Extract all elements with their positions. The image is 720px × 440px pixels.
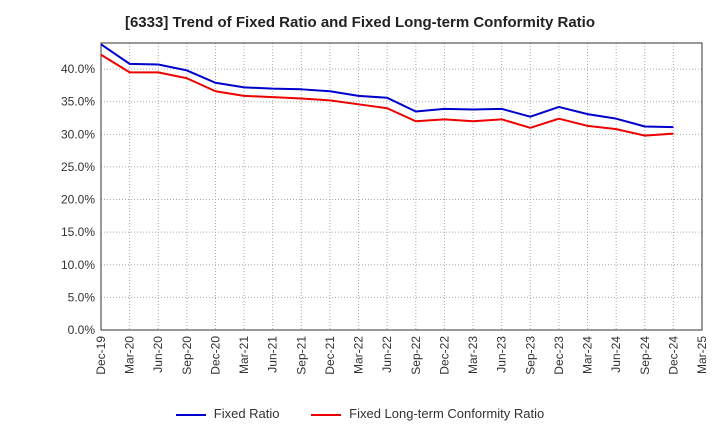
y-tick-label: 30.0% [61, 127, 95, 141]
x-tick-label: Sep-22 [409, 336, 423, 375]
x-tick-label: Mar-24 [581, 336, 595, 374]
legend-item-fixed-ratio: Fixed Ratio [175, 406, 280, 422]
x-tick-label: Jun-24 [609, 336, 623, 373]
x-tick-label: Dec-21 [323, 336, 337, 375]
legend-item-fixed-long-term-conformity-ratio: Fixed Long-term Conformity Ratio [311, 406, 544, 421]
x-tick-label: Sep-24 [638, 336, 652, 375]
chart-title: [6333] Trend of Fixed Ratio and Fixed Lo… [124, 14, 596, 31]
legend: Fixed Ratio Fixed Long-term Conformity R… [0, 405, 720, 421]
x-tick-label: Dec-23 [552, 336, 566, 375]
y-tick-label: 0.0% [68, 323, 96, 337]
y-tick-label: 10.0% [61, 258, 95, 272]
y-tick-label: 40.0% [61, 62, 95, 76]
x-tick-label: Dec-19 [94, 336, 108, 375]
legend-swatch [311, 413, 342, 416]
y-tick-label: 20.0% [61, 193, 95, 207]
x-tick-label: Dec-20 [208, 336, 222, 375]
plot-frame [100, 42, 703, 331]
x-tick-label: Dec-22 [437, 336, 451, 375]
y-tick-label: 15.0% [61, 225, 95, 239]
x-tick-label: Sep-20 [180, 336, 194, 375]
legend-label: Fixed Long-term Conformity Ratio [349, 406, 545, 422]
y-tick-label: 35.0% [61, 95, 95, 109]
legend-label: Fixed Ratio [213, 406, 280, 422]
y-tick-label: 5.0% [68, 290, 96, 304]
x-tick-label: Jun-21 [266, 336, 280, 373]
x-tick-label: Mar-25 [695, 336, 709, 374]
x-tick-label: Mar-22 [352, 336, 366, 374]
x-tick-label: Sep-21 [294, 336, 308, 375]
y-tick-label: 25.0% [61, 160, 95, 174]
x-tick-label: Mar-23 [466, 336, 480, 374]
x-tick-label: Mar-21 [237, 336, 251, 374]
x-tick-label: Jun-23 [495, 336, 509, 373]
legend-swatch [175, 413, 206, 416]
x-tick-label: Dec-24 [666, 336, 680, 375]
x-tick-label: Sep-23 [523, 336, 537, 375]
series-line-0 [100, 43, 674, 129]
x-tick-label: Mar-20 [123, 336, 137, 374]
x-tick-label: Jun-20 [151, 336, 165, 373]
x-tick-label: Jun-22 [380, 336, 394, 373]
series-line-1 [100, 53, 674, 137]
